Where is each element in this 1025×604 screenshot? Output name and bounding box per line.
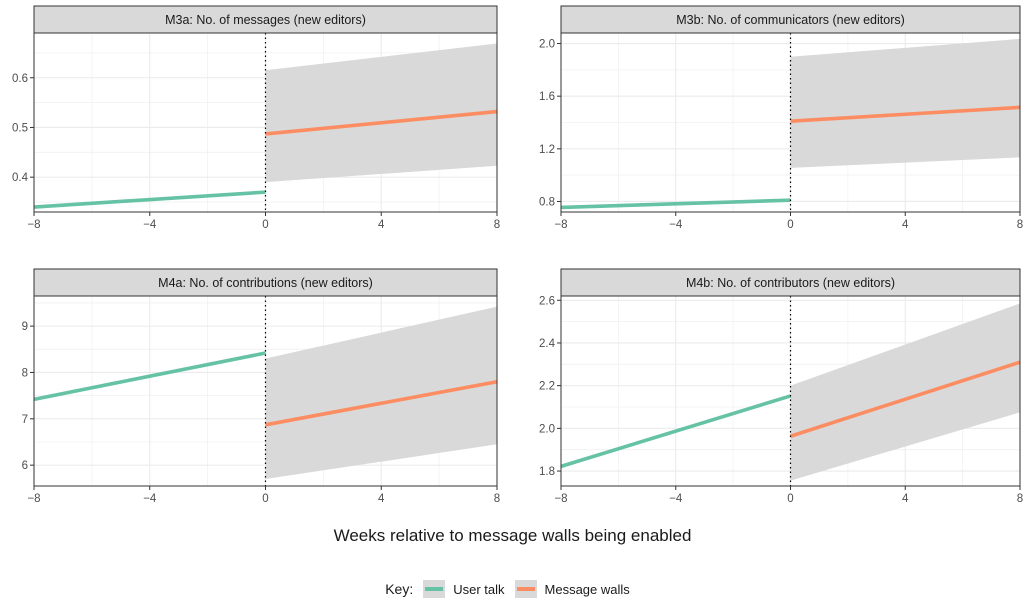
y-tick-label: 7 [22, 414, 28, 426]
facet-title: M4b: No. of contributors (new editors) [686, 276, 895, 290]
facet-title: M3b: No. of communicators (new editors) [676, 13, 905, 27]
y-tick-label: 0.8 [539, 196, 555, 208]
series-line-message-walls [265, 379, 498, 427]
facet-title: M4a: No. of contributions (new editors) [158, 276, 373, 290]
confidence-band [790, 38, 1020, 168]
y-tick-label: 2.0 [539, 39, 555, 51]
y-tick-label: 2.4 [539, 338, 556, 350]
legend-label-message-walls: Message walls [544, 581, 630, 597]
confidence-band [790, 303, 1020, 481]
y-tick-label: 0.5 [12, 122, 28, 134]
y-tick-label: 8 [22, 367, 28, 379]
x-tick-label: 0 [787, 493, 793, 505]
series-line-message-walls [265, 109, 498, 136]
x-tick-label: 8 [1017, 219, 1023, 231]
confidence-band [265, 306, 497, 480]
x-tick-label: 8 [494, 219, 500, 231]
x-tick-label: −8 [554, 219, 567, 231]
panel-1: M3a: No. of messages (new editors) −8 −4 0 4… [12, 5, 500, 231]
x-tick-label: 0 [787, 219, 793, 231]
series-line-user-talk [33, 190, 266, 209]
legend-key-message-walls [514, 580, 537, 598]
y-tick-label: 1.8 [539, 466, 555, 478]
y-tick-label: 0.4 [12, 172, 29, 184]
x-tick-label: −8 [27, 493, 40, 505]
x-tick-label: 8 [1017, 493, 1023, 505]
panel-3: M4a: No. of contributions (new editors) −… [22, 268, 500, 505]
x-tick-label: −4 [669, 493, 683, 505]
x-tick-label: 0 [262, 219, 268, 231]
y-tick-label: 2.2 [539, 381, 555, 393]
x-tick-label: 4 [378, 493, 385, 505]
legend-key-user-talk [423, 580, 446, 598]
y-tick-label: 2.0 [539, 423, 555, 435]
legend-item-message-walls: Message walls [514, 580, 630, 598]
series-line-user-talk [560, 198, 791, 210]
y-tick-label: 0.6 [12, 73, 28, 85]
panel-4: M4b: No. of contributors (new editors) −8… [539, 268, 1023, 505]
faceted-chart: M3a: No. of messages (new editors) −8 −4 0 4… [12, 5, 1023, 505]
y-tick-label: 9 [22, 321, 28, 333]
facet-strip [33, 5, 498, 34]
x-tick-label: 8 [494, 493, 500, 505]
legend-item-user-talk: User talk [423, 580, 505, 598]
y-tick-label: 1.2 [539, 144, 555, 156]
x-tick-label: −4 [143, 493, 157, 505]
x-tick-label: 4 [378, 219, 385, 231]
y-tick-label: 1.6 [539, 91, 555, 103]
facet-strip [560, 268, 1021, 297]
series-line-user-talk [33, 351, 266, 402]
x-tick-label: −8 [554, 493, 567, 505]
legend: Key: User talk Message walls [0, 580, 1025, 598]
x-tick-label: −4 [669, 219, 683, 231]
x-tick-label: 4 [902, 219, 909, 231]
y-tick-label: 2.6 [539, 295, 555, 307]
series-line-message-walls [789, 360, 1021, 438]
y-tick-label: 6 [22, 460, 28, 472]
x-tick-label: −8 [27, 219, 40, 231]
x-tick-label: 0 [262, 493, 268, 505]
x-tick-label: −4 [143, 219, 157, 231]
series-line-message-walls [790, 105, 1021, 123]
panel-2: M3b: No. of communicators (new editors) −… [539, 5, 1023, 231]
confidence-band [265, 43, 497, 183]
legend-title: Key: [385, 581, 414, 597]
x-tick-label: 4 [902, 493, 909, 505]
series-line-user-talk [560, 394, 792, 469]
facet-title: M3a: No. of messages (new editors) [165, 13, 366, 27]
legend-label-user-talk: User talk [453, 581, 505, 597]
x-axis-label: Weeks relative to message walls being en… [333, 526, 692, 545]
